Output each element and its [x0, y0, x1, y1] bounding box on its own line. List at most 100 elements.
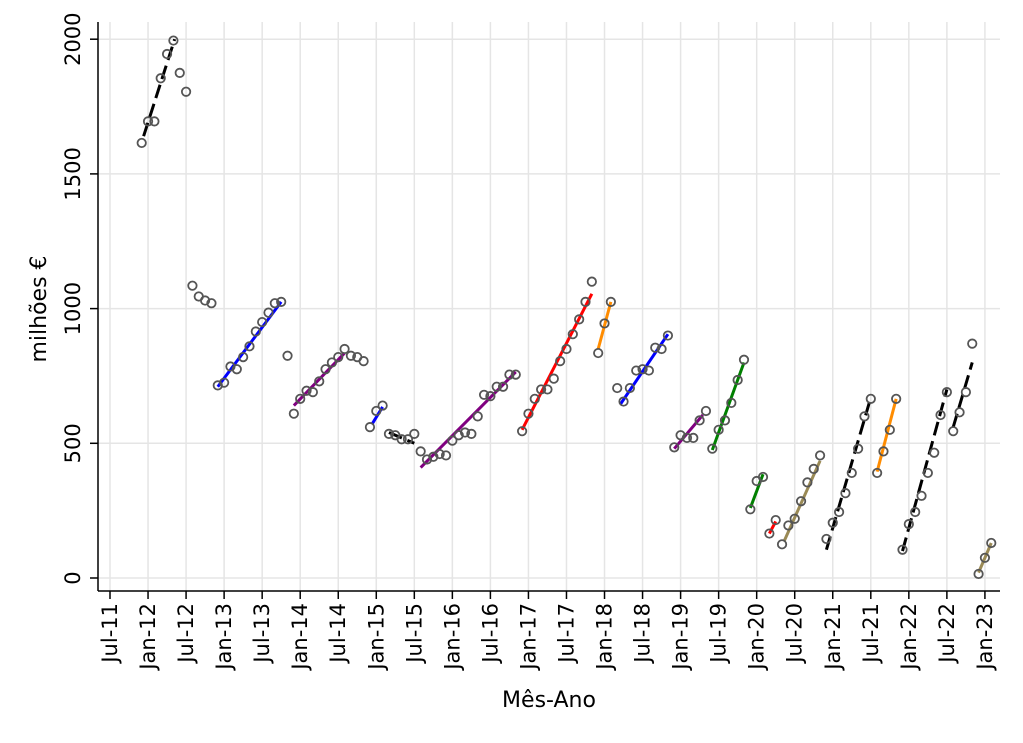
data-point — [738, 354, 750, 365]
data-point — [986, 537, 997, 549]
data-point — [409, 428, 420, 439]
data-point — [929, 447, 940, 458]
data-point — [681, 432, 693, 444]
data-point — [396, 434, 407, 445]
data-point — [301, 385, 312, 396]
data-point — [472, 411, 483, 422]
data-point — [948, 426, 959, 437]
data-point — [529, 393, 540, 404]
data-point — [510, 369, 521, 380]
data-point — [168, 35, 179, 46]
data-point — [295, 393, 306, 404]
data-point — [941, 387, 952, 398]
trend-line-seg-2018a — [596, 301, 613, 350]
trend-line-seg-2023 — [977, 542, 993, 574]
data-point — [263, 307, 274, 318]
data-point — [726, 397, 737, 408]
data-point — [440, 450, 452, 461]
data-point — [149, 116, 160, 127]
data-point — [586, 276, 597, 287]
data-point — [580, 296, 591, 307]
data-point — [428, 451, 439, 462]
data-point — [269, 298, 280, 309]
data-point — [187, 280, 198, 291]
data-point — [453, 430, 464, 441]
x-tick-label: Jan-16 — [440, 603, 464, 672]
data-point — [878, 446, 889, 457]
data-point — [637, 364, 648, 375]
data-point — [250, 326, 261, 337]
data-point — [821, 533, 832, 545]
x-tick-label: Jul-13 — [250, 603, 274, 665]
data-point — [459, 427, 471, 438]
data-point — [180, 86, 192, 97]
data-point — [967, 338, 978, 349]
data-point — [314, 376, 325, 387]
x-tick-label: Jul-12 — [174, 603, 198, 665]
data-point — [358, 356, 369, 367]
data-point — [174, 67, 185, 78]
y-tick-label: 0 — [61, 571, 85, 584]
data-point — [643, 365, 655, 376]
data-point — [219, 377, 230, 388]
data-point — [555, 356, 566, 367]
data-point — [326, 357, 337, 368]
y-tick-label: 500 — [61, 423, 85, 463]
x-tick-label: Jan-15 — [364, 603, 388, 672]
trend-line-seg-2012 — [142, 38, 177, 137]
data-point — [402, 434, 414, 445]
trend-line-seg-2021b — [875, 398, 898, 472]
data-point — [713, 424, 724, 435]
trend-line-seg-2019a — [673, 414, 704, 450]
data-point — [155, 73, 166, 84]
data-point — [225, 361, 236, 372]
data-point — [200, 295, 211, 306]
x-tick-label: Jan-13 — [212, 603, 236, 672]
data-point — [485, 391, 496, 402]
data-point — [650, 342, 661, 353]
x-tick-label: Jul-16 — [478, 603, 502, 665]
y-axis-title: milhões € — [27, 255, 52, 362]
data-point — [662, 330, 674, 341]
data-point — [776, 539, 788, 550]
data-point — [548, 373, 559, 384]
x-tick-label: Jan-22 — [897, 603, 921, 672]
data-point — [840, 488, 851, 499]
data-point — [561, 343, 572, 355]
data-point — [276, 296, 287, 307]
data-point — [612, 382, 623, 394]
x-tick-label: Jul-22 — [935, 603, 959, 665]
data-point — [542, 384, 553, 395]
grid-layer — [98, 22, 1000, 591]
x-tick-label: Jan-12 — [136, 603, 160, 672]
data-point — [916, 490, 927, 501]
data-point — [802, 477, 813, 488]
data-points — [136, 35, 997, 580]
data-point — [364, 422, 376, 433]
data-point — [954, 407, 965, 418]
x-tick-label: Jul-20 — [783, 603, 807, 665]
data-point — [161, 48, 173, 60]
x-tick-label: Jul-15 — [402, 603, 426, 665]
x-tick-label: Jan-21 — [821, 603, 845, 672]
data-point — [320, 364, 331, 375]
data-point — [770, 514, 781, 526]
data-point — [257, 316, 268, 328]
data-point — [345, 350, 357, 361]
trend-line-seg-2021a — [824, 397, 873, 551]
data-point — [795, 496, 807, 507]
data-point — [884, 424, 895, 435]
data-point — [478, 389, 490, 400]
data-point — [859, 411, 870, 422]
x-tick-label: Jul-18 — [631, 603, 655, 665]
x-tick-label: Jul-17 — [554, 603, 578, 665]
data-point — [282, 350, 293, 361]
data-point — [339, 343, 350, 355]
data-point — [624, 382, 635, 394]
data-point — [764, 528, 775, 539]
x-tick-label: Jan-18 — [593, 603, 617, 672]
data-point — [745, 504, 756, 515]
data-point — [421, 454, 433, 465]
